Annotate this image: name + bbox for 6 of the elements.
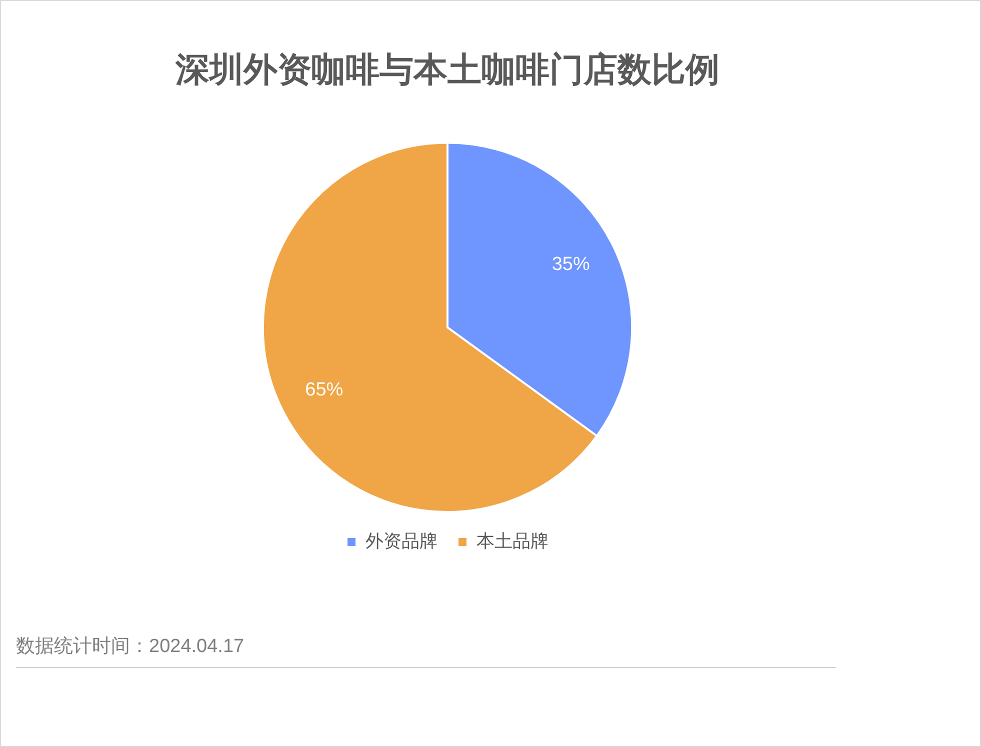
legend-label: 外资品牌 (366, 530, 438, 551)
legend-label: 本土品牌 (476, 530, 548, 551)
text: 数据统计时间：2024.04.17 (16, 633, 836, 668)
data-label: 35% (552, 254, 590, 275)
data-label: 65% (305, 379, 344, 400)
chart-title: 深圳外资咖啡与本土咖啡门店数比例 (174, 50, 720, 89)
